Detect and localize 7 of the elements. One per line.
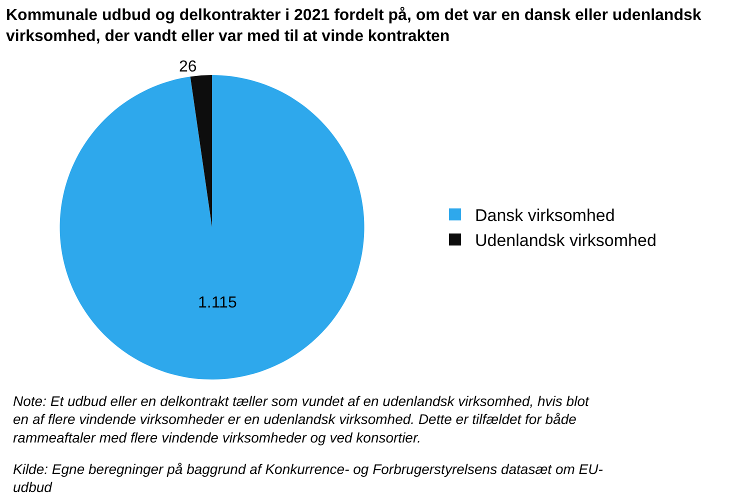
data-label: 1.115 [198, 294, 237, 312]
text: Note: Et udbud eller en delkontrakt tæller som vundet af en udenlandsk virksomhed, hvis blot en af flere vindende virksomheder er en udenlandsk virksomhed. Dette er tilfældet for både rammeaftaler med flere vindende virksomheder og ved konsortier. [13, 393, 590, 446]
legend-label: Udenlandsk virksomhed [474, 231, 656, 250]
text: Kilde: Egne beregninger på baggrund af Konkurrence- og Forbrugerstyrelsens datasæt om EU-udbud [13, 461, 604, 496]
legend-label: Dansk virksomhed [474, 206, 615, 225]
chart-title: Kommunale udbud og delkontrakter i 2021 fordelt på, om det var en dansk eller udenlandsk virksomhed, der vandt eller var med til at vinde kontrakten [6, 6, 702, 45]
data-label: 26 [178, 58, 197, 76]
